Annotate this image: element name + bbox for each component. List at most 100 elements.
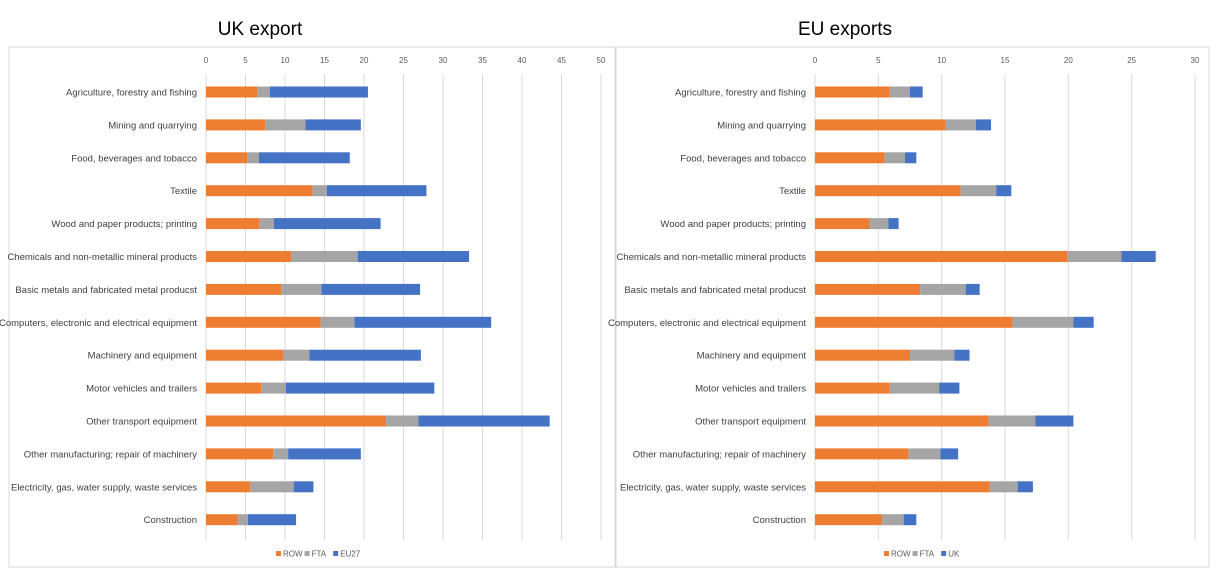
bar-fta-segment bbox=[291, 251, 358, 262]
bar-row-segment bbox=[815, 316, 1013, 328]
category-label: Computers, electronic and electrical equ… bbox=[608, 318, 806, 329]
bar-row-segment bbox=[206, 349, 284, 361]
bar-eu27-segment bbox=[293, 481, 314, 493]
x-tick-label: 5 bbox=[876, 56, 881, 65]
bar-row-segment bbox=[206, 481, 251, 493]
bar-fta-segment bbox=[884, 152, 905, 164]
bar-fta-segment bbox=[312, 185, 327, 197]
bar-fta-segment bbox=[920, 283, 966, 295]
bar-fta-segment bbox=[1067, 251, 1122, 262]
bar-row-segment bbox=[815, 481, 990, 493]
category-label: Agriculture, forestry and fishing bbox=[675, 88, 806, 99]
x-tick-label: 50 bbox=[597, 56, 606, 65]
chart-frame bbox=[615, 46, 1210, 568]
bar-fta-segment bbox=[265, 119, 306, 131]
x-tick-label: 45 bbox=[557, 56, 566, 65]
bar-row-segment bbox=[206, 218, 260, 230]
category-label: Machinery and equipment bbox=[697, 351, 807, 362]
bar-uk-segment bbox=[888, 218, 899, 230]
legend-label-row: ROW bbox=[891, 550, 911, 559]
category-label: Motor vehicles and trailers bbox=[86, 384, 197, 395]
bar-fta-segment bbox=[945, 119, 976, 131]
bar-fta-segment bbox=[889, 382, 940, 394]
bar-row-segment bbox=[206, 251, 292, 262]
category-label: Mining and quarrying bbox=[108, 120, 197, 131]
bar-row-segment bbox=[206, 119, 266, 131]
category-label: Textile bbox=[779, 186, 806, 197]
bar-fta-segment bbox=[882, 514, 904, 526]
bar-eu27-segment bbox=[273, 218, 381, 230]
x-tick-label: 25 bbox=[1127, 56, 1136, 65]
bar-row-segment bbox=[815, 382, 890, 394]
bar-eu27-segment bbox=[305, 119, 361, 131]
category-label: Mining and quarrying bbox=[717, 120, 806, 131]
bar-eu27-segment bbox=[288, 448, 361, 460]
bar-fta-segment bbox=[281, 283, 322, 295]
category-label: Food, beverages and tobacco bbox=[680, 153, 806, 164]
legend-swatch-fta bbox=[912, 551, 918, 556]
bar-uk-segment bbox=[1121, 251, 1156, 262]
legend-label-uk: UK bbox=[948, 550, 960, 559]
chart-frame bbox=[8, 46, 616, 568]
bar-fta-segment bbox=[960, 185, 997, 197]
bar-fta-segment bbox=[250, 481, 294, 493]
bar-row-segment bbox=[206, 185, 313, 197]
bar-uk-segment bbox=[903, 514, 917, 526]
x-tick-label: 35 bbox=[478, 56, 487, 65]
bar-row-segment bbox=[815, 251, 1068, 262]
category-label: Other transport equipment bbox=[86, 417, 197, 428]
bar-fta-segment bbox=[908, 448, 941, 460]
category-label: Construction bbox=[753, 515, 806, 526]
category-label: Wood and paper products; printing bbox=[51, 219, 197, 230]
category-label: Computers, electronic and electrical equ… bbox=[0, 318, 197, 329]
bar-row-segment bbox=[815, 448, 909, 460]
category-label: Agriculture, forestry and fishing bbox=[66, 88, 197, 99]
bar-fta-segment bbox=[910, 349, 955, 361]
legend-swatch-uk bbox=[941, 551, 947, 556]
category-label: Basic metals and fabricated metal produc… bbox=[624, 285, 806, 296]
bar-eu27-segment bbox=[285, 382, 435, 394]
x-tick-label: 30 bbox=[1191, 56, 1200, 65]
bar-row-segment bbox=[815, 283, 921, 295]
bar-row-segment bbox=[206, 382, 262, 394]
bar-eu27-segment bbox=[258, 152, 350, 164]
bar-eu27-segment bbox=[357, 251, 470, 262]
bar-fta-segment bbox=[1012, 316, 1074, 328]
chart-title: UK export bbox=[218, 19, 303, 40]
legend-swatch-eu27 bbox=[333, 551, 339, 556]
bar-row-segment bbox=[815, 185, 961, 197]
bar-fta-segment bbox=[237, 514, 248, 526]
x-tick-label: 15 bbox=[1001, 56, 1010, 65]
chart-title: EU exports bbox=[798, 19, 892, 40]
bar-row-segment bbox=[815, 152, 885, 164]
bar-row-segment bbox=[815, 514, 883, 526]
bar-fta-segment bbox=[320, 316, 355, 328]
x-tick-label: 20 bbox=[1064, 56, 1073, 65]
bar-fta-segment bbox=[259, 218, 274, 230]
uk-export-chart: UK export 0 5 10 15 20 25 30 35 40 45 50 Agriculture… bbox=[0, 19, 616, 568]
bar-row-segment bbox=[815, 218, 870, 230]
bar-uk-segment bbox=[939, 382, 960, 394]
bar-row-segment bbox=[206, 86, 258, 98]
x-tick-label: 0 bbox=[813, 56, 818, 65]
category-label: Electricity, gas, water supply, waste se… bbox=[11, 482, 197, 493]
bar-eu27-segment bbox=[247, 514, 297, 526]
bar-uk-segment bbox=[996, 185, 1012, 197]
bar-uk-segment bbox=[965, 283, 980, 295]
bar-fta-segment bbox=[869, 218, 889, 230]
category-label: Wood and paper products; printing bbox=[660, 219, 806, 230]
bar-fta-segment bbox=[257, 86, 270, 98]
bar-uk-segment bbox=[954, 349, 970, 361]
bar-eu27-segment bbox=[354, 316, 492, 328]
bar-row-segment bbox=[206, 152, 248, 164]
bar-eu27-segment bbox=[269, 86, 368, 98]
category-label: Electricity, gas, water supply, waste se… bbox=[620, 482, 806, 493]
bar-row-segment bbox=[815, 119, 946, 131]
bar-uk-segment bbox=[1035, 415, 1074, 427]
x-tick-label: 10 bbox=[937, 56, 946, 65]
x-tick-label: 15 bbox=[320, 56, 329, 65]
bar-row-segment bbox=[815, 86, 890, 98]
legend-swatch-fta bbox=[304, 551, 310, 556]
bar-uk-segment bbox=[904, 152, 917, 164]
bar-uk-segment bbox=[1073, 316, 1094, 328]
